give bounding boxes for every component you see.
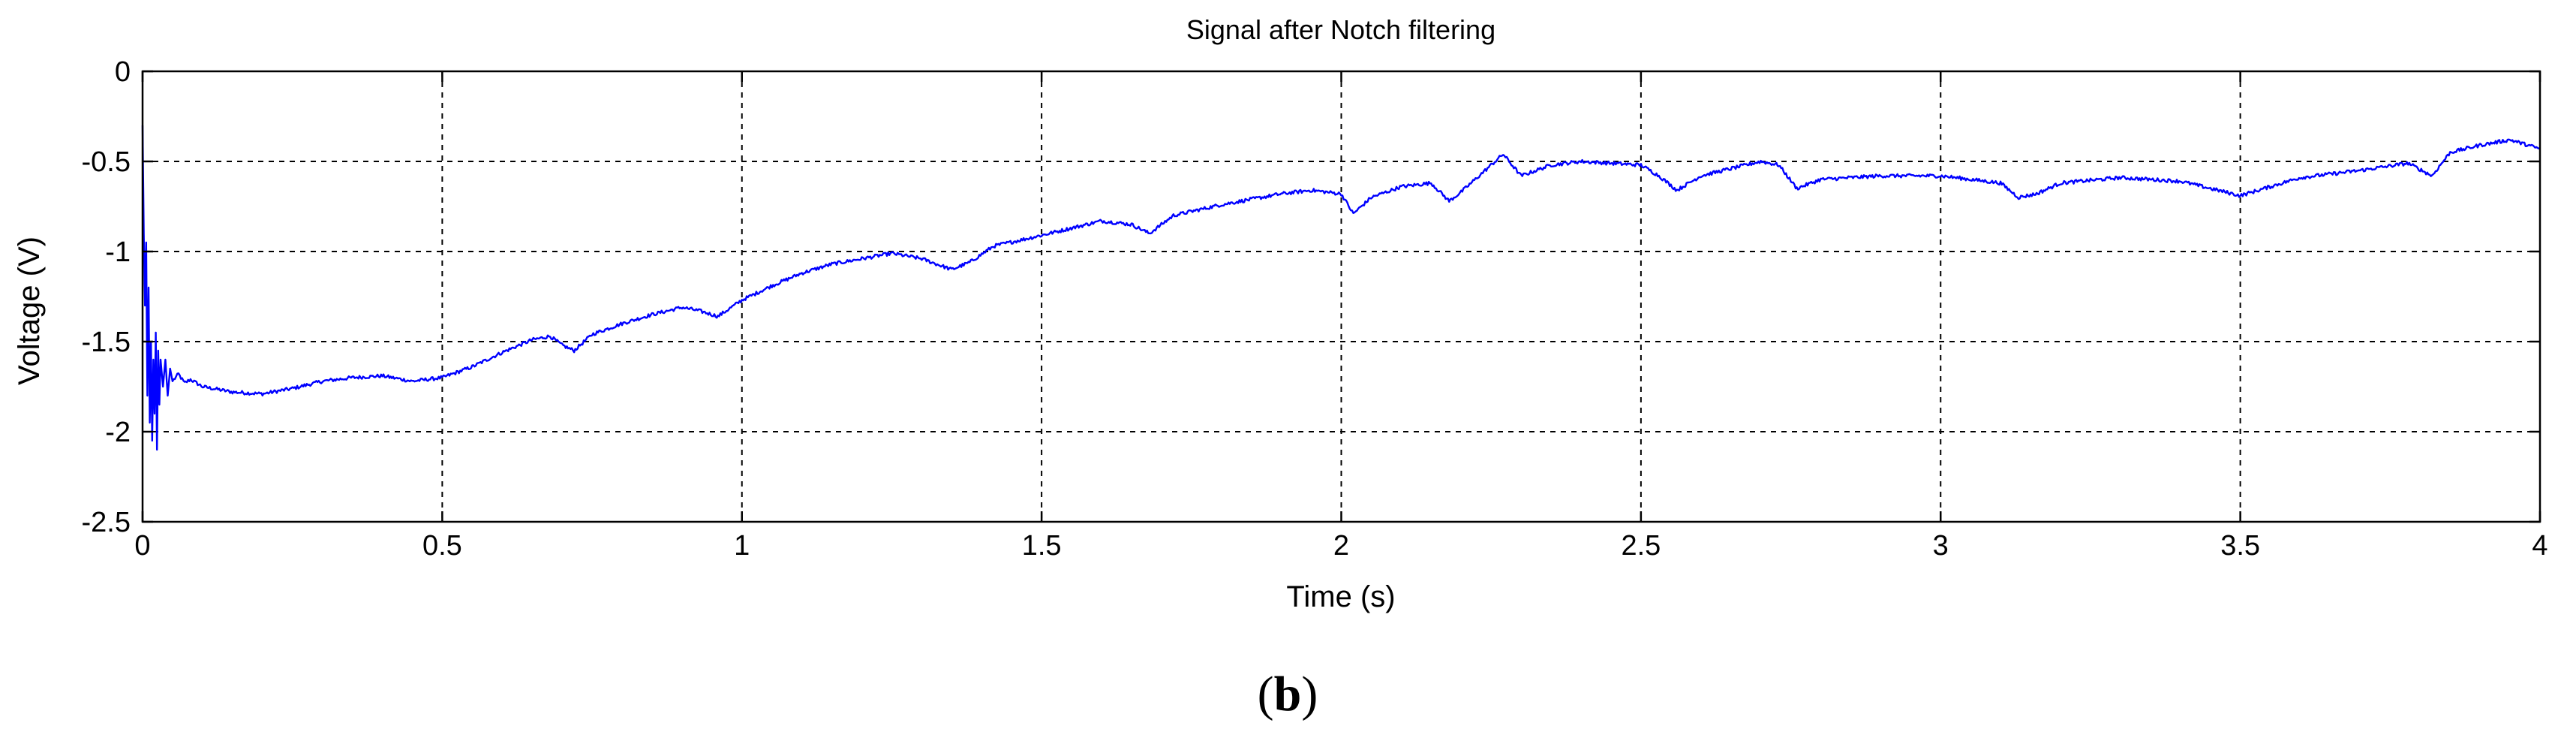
x-tick-labels: 0 0.5 1 1.5 2 2.5 3 3.5 4	[134, 530, 2547, 562]
grid	[143, 71, 2540, 522]
series-layer	[141, 125, 2541, 451]
x-tick-label: 1	[734, 530, 750, 562]
x-tick-label: 2	[1333, 530, 1349, 562]
x-tick-label: 2.5	[1621, 530, 1661, 562]
caption-open: (	[1258, 667, 1274, 721]
x-tick-label: 4	[2532, 530, 2547, 562]
x-tick-label: 1.5	[1022, 530, 1062, 562]
y-tick-label: -0.5	[82, 146, 131, 178]
x-tick-label: 3.5	[2220, 530, 2260, 562]
y-tick-label: -2.5	[82, 507, 131, 538]
y-tick-label: -1	[105, 236, 131, 268]
figure-caption: (b)	[1258, 667, 1318, 721]
x-tick-label: 3	[1933, 530, 1949, 562]
y-tick-labels: 0 -0.5 -1 -1.5 -2 -2.5	[82, 56, 131, 538]
x-tick-label: 0	[134, 530, 150, 562]
y-tick-label: -2	[105, 417, 131, 448]
signal-line	[141, 125, 2541, 451]
x-tick-label: 0.5	[422, 530, 462, 562]
tick-marks	[141, 70, 2541, 523]
caption-close: )	[1301, 667, 1318, 721]
y-tick-label: 0	[115, 56, 131, 88]
y-tick-label: -1.5	[82, 327, 131, 358]
caption-letter: b	[1274, 667, 1302, 721]
chart-title: Signal after Notch filtering	[1186, 14, 1495, 45]
y-axis-label: Voltage (V)	[13, 236, 46, 385]
x-axis-label: Time (s)	[1286, 580, 1395, 613]
